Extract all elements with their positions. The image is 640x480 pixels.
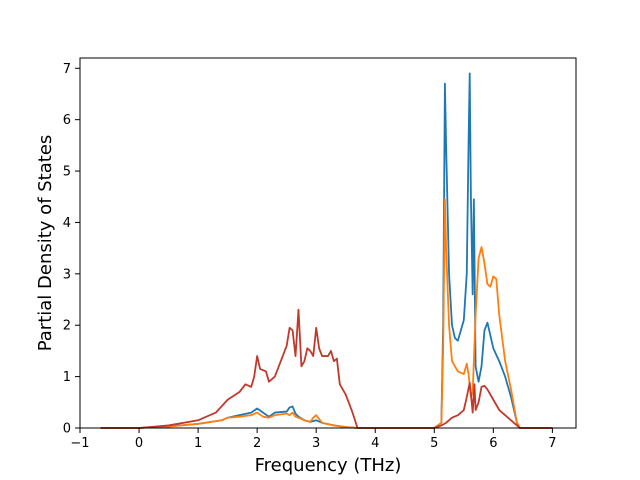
plot-frame	[79, 57, 577, 429]
x-tick-label: 5	[430, 436, 438, 451]
x-tick-label: −1	[70, 436, 89, 451]
y-tick-label: 4	[63, 216, 71, 231]
x-tick-label: 7	[548, 436, 556, 451]
y-tick-label: 3	[63, 267, 71, 282]
y-tick-label: 2	[63, 319, 71, 334]
x-tick-label: 0	[135, 436, 143, 451]
y-tick-label: 0	[63, 422, 71, 437]
y-tick-label: 5	[63, 165, 71, 180]
y-axis: 0 1 2 3 4 5 6 7	[63, 62, 80, 437]
y-tick-label: 6	[63, 113, 71, 128]
x-axis: −1 0 1 2 3 4 5 6 7	[70, 428, 557, 451]
x-tick-label: 2	[253, 436, 261, 451]
x-tick-label: 3	[312, 436, 320, 451]
x-tick-label: 4	[371, 436, 379, 451]
x-tick-label: 6	[489, 436, 497, 451]
y-tick-label: 1	[63, 370, 71, 385]
x-axis-label: Frequency (THz)	[255, 455, 402, 476]
y-tick-label: 7	[63, 62, 71, 77]
x-tick-label: 1	[194, 436, 202, 451]
y-axis-label: Partial Density of States	[35, 135, 56, 352]
series-line-3	[100, 308, 553, 429]
